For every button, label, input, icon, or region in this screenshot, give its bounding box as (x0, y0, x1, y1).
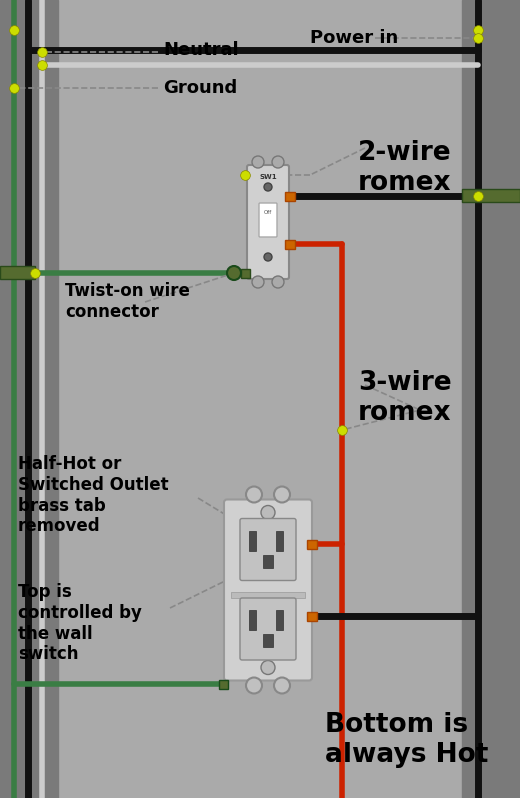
Text: Half-Hot or
Switched Outlet
brass tab
removed: Half-Hot or Switched Outlet brass tab re… (18, 455, 168, 535)
Text: Bottom is
always Hot: Bottom is always Hot (325, 712, 488, 768)
Text: 2-wire
romex: 2-wire romex (358, 140, 452, 196)
Bar (219, 680, 228, 689)
Bar (241, 269, 250, 278)
FancyBboxPatch shape (240, 519, 296, 580)
Bar (276, 610, 283, 630)
Bar (307, 540, 317, 549)
Text: Power in: Power in (310, 29, 398, 47)
Circle shape (261, 505, 275, 519)
Circle shape (246, 487, 262, 503)
Bar (249, 531, 256, 551)
Circle shape (252, 276, 264, 288)
Circle shape (261, 661, 275, 674)
Text: 3-wire
romex: 3-wire romex (358, 370, 452, 426)
FancyBboxPatch shape (259, 203, 277, 237)
Circle shape (272, 276, 284, 288)
Bar (276, 531, 283, 551)
Circle shape (246, 678, 262, 693)
Bar (249, 610, 256, 630)
FancyBboxPatch shape (247, 165, 289, 279)
Circle shape (274, 487, 290, 503)
Circle shape (274, 678, 290, 693)
Bar (285, 240, 295, 249)
Bar (307, 612, 317, 621)
Bar (285, 192, 295, 201)
Circle shape (272, 156, 284, 168)
Text: Twist-on wire
connector: Twist-on wire connector (65, 282, 190, 321)
FancyBboxPatch shape (224, 500, 312, 681)
Bar (462, 0, 520, 798)
Circle shape (227, 266, 241, 280)
Text: Top is
controlled by
the wall
switch: Top is controlled by the wall switch (18, 583, 142, 663)
Text: Ground: Ground (163, 79, 237, 97)
Bar (231, 592, 305, 598)
Text: Neutral: Neutral (163, 41, 239, 59)
Bar (263, 634, 273, 647)
FancyBboxPatch shape (240, 598, 296, 660)
Bar (263, 555, 273, 567)
Circle shape (264, 253, 272, 261)
Text: SW1: SW1 (259, 174, 277, 180)
Bar (462, 189, 520, 202)
Bar (0, 0, 58, 798)
Bar (0, 266, 35, 279)
Circle shape (264, 183, 272, 191)
Circle shape (252, 156, 264, 168)
Text: Off: Off (264, 210, 272, 215)
